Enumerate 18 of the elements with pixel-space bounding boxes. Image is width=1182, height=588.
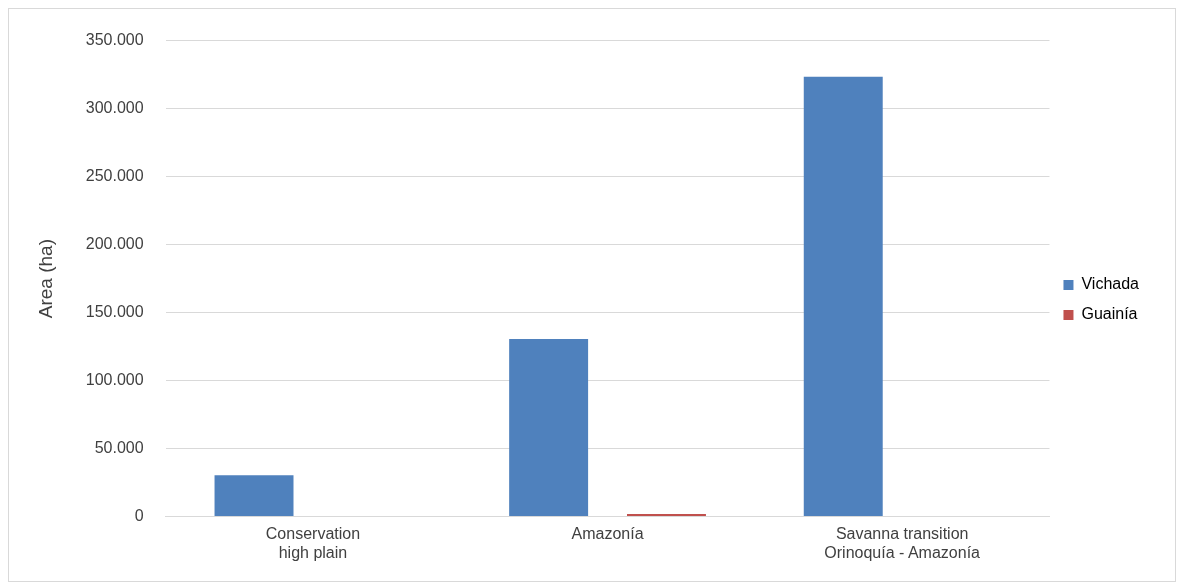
y-tick-label: 100.000 [85,371,144,389]
y-tick-label: 200.000 [85,235,144,253]
x-tick-label: Savanna transition Orinoquía - Amazonía [824,524,981,561]
x-tick-label: Amazonía [571,524,644,542]
y-tick-label: 50.000 [94,439,144,457]
x-tick-label: Conservation high plain [265,524,361,561]
y-tick-label: 350.000 [85,31,144,49]
bar [803,76,883,517]
y-tick-label: 250.000 [85,167,144,185]
y-tick-label: 150.000 [85,303,144,321]
y-tick-label: 0 [134,507,144,525]
bar [627,513,706,517]
bar [509,338,589,517]
bar [214,475,294,517]
legend-label: Vichada [1081,275,1140,293]
y-tick-label: 300.000 [85,99,144,117]
y-axis-title: Area (ha) [34,239,56,319]
legend-label: Guainía [1081,305,1138,323]
